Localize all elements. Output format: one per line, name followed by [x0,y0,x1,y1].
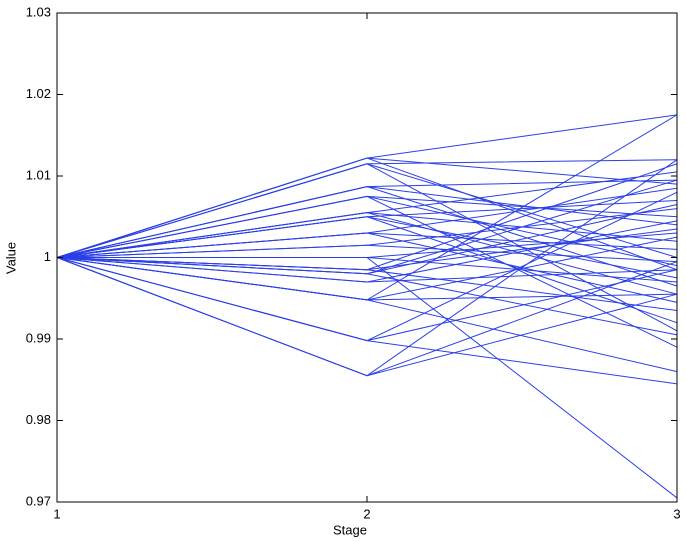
series-line [56,244,678,263]
series-line [56,257,678,311]
series-line [56,257,678,301]
series-line [56,195,678,267]
x-tick-label: 2 [363,506,370,521]
x-axis-label: Stage [333,522,367,537]
series-line [56,159,678,377]
series-line [56,216,678,324]
series-line [56,220,678,283]
series-line [56,157,678,271]
series-line [56,257,678,377]
series-line [56,228,678,271]
y-tick-label: 1.01 [26,167,51,182]
series-line [56,179,678,258]
y-tick-label: 0.98 [26,412,51,427]
series-line [56,114,678,301]
y-tick-label: 1.03 [26,4,51,19]
series-line [56,195,678,348]
x-tick-label: 3 [673,506,680,521]
y-tick-label: 1 [44,249,51,264]
x-tick-label: 1 [53,506,60,521]
series-line [56,257,678,283]
series-line [56,186,678,258]
series-line [56,163,678,332]
series-line [56,216,678,279]
y-tick-label: 0.99 [26,330,51,345]
series-line [56,257,678,385]
series-line [56,257,678,373]
series-line [56,186,678,287]
series-line [56,187,678,258]
series-line [57,257,678,499]
series-line [56,232,678,303]
series-line [56,212,678,295]
y-tick-label: 1.02 [26,86,51,101]
series-line [56,257,678,336]
y-axis-label: Value [3,242,18,274]
y-tick-label: 0.97 [26,493,51,508]
